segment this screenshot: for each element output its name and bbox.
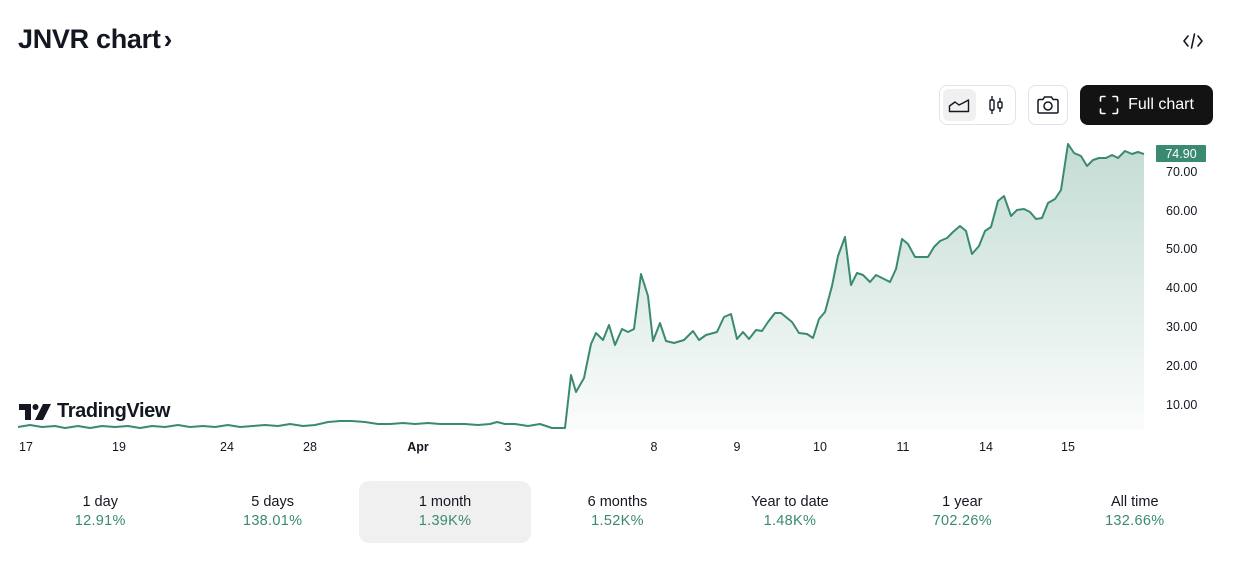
last-price-tag: 74.90: [1156, 145, 1206, 162]
candles-chart-icon: [989, 96, 1003, 114]
x-axis-tick: 14: [979, 440, 993, 454]
period-1-month[interactable]: 1 month 1.39K%: [358, 481, 532, 543]
x-axis-tick: 24: [220, 440, 234, 454]
camera-icon: [1037, 96, 1059, 114]
full-chart-button[interactable]: Full chart: [1080, 85, 1213, 125]
period-label: All time: [1110, 494, 1159, 510]
x-axis-tick: Apr: [407, 440, 429, 454]
chevron-right-icon: ›: [163, 24, 173, 54]
period-label: 6 months: [587, 494, 648, 510]
period-label: Year to date: [751, 494, 829, 510]
price-chart-area[interactable]: [0, 130, 1150, 435]
chart-title-link[interactable]: JNVR chart ›: [18, 24, 172, 55]
price-area-fill: [18, 144, 1144, 430]
x-axis-tick: 11: [896, 440, 910, 454]
period-5-days[interactable]: 5 days 138.01%: [186, 481, 358, 543]
candles-chart-button[interactable]: [980, 89, 1013, 121]
tradingview-logo[interactable]: TradingView: [19, 400, 170, 423]
embed-code-button[interactable]: [1176, 26, 1210, 56]
period-label: 5 days: [251, 494, 294, 510]
y-axis-tick: 10.00: [1166, 398, 1198, 412]
x-axis-tick: 17: [19, 440, 33, 454]
x-axis-tick: 9: [733, 440, 741, 454]
period-1-day[interactable]: 1 day 12.91%: [14, 481, 186, 543]
tradingview-wordmark: TradingView: [57, 400, 171, 422]
snapshot-button[interactable]: [1028, 85, 1068, 125]
period-return: 132.66%: [1105, 513, 1165, 529]
x-axis-tick: 10: [813, 440, 827, 454]
x-axis-tick: 19: [112, 440, 126, 454]
period-year-to-date[interactable]: Year to date 1.48K%: [704, 481, 876, 543]
period-label: 1 day: [82, 494, 118, 510]
y-axis-tick: 40.00: [1166, 281, 1198, 295]
y-axis-tick: 50.00: [1166, 242, 1198, 256]
area-chart-button[interactable]: [943, 89, 976, 121]
full-chart-label: Full chart: [1128, 96, 1194, 113]
period-1-year[interactable]: 1 year 702.26%: [876, 481, 1048, 543]
price-line: [17, 143, 1145, 429]
x-axis-tick: 8: [650, 440, 658, 454]
period-return: 138.01%: [242, 513, 303, 529]
period-label: 1 year: [942, 494, 983, 510]
y-axis-tick: 20.00: [1166, 359, 1198, 373]
period-return: 1.48K%: [763, 513, 817, 529]
period-selector: 1 day 12.91% 5 days 138.01% 1 month 1.39…: [14, 481, 1221, 543]
period-6-months[interactable]: 6 months 1.52K%: [531, 481, 703, 543]
x-axis-tick: 3: [504, 440, 512, 454]
x-axis-tick: 28: [303, 440, 317, 454]
period-return: 702.26%: [932, 513, 992, 529]
period-all-time[interactable]: All time 132.66%: [1049, 481, 1221, 543]
chart-type-toggle: [939, 85, 1016, 125]
y-axis-tick: 70.00: [1166, 165, 1198, 179]
y-axis-tick: 30.00: [1166, 320, 1198, 334]
period-return: 1.52K%: [591, 513, 644, 529]
tradingview-logo-icon: [19, 403, 51, 420]
y-axis-tick: 60.00: [1166, 204, 1198, 218]
x-axis-tick: 15: [1061, 440, 1075, 454]
fullscreen-icon: [1099, 95, 1119, 115]
period-label: 1 month: [418, 494, 472, 510]
chart-title: JNVR chart: [18, 24, 161, 54]
period-return: 1.39K%: [418, 513, 472, 529]
area-chart-icon: [949, 99, 970, 113]
code-icon: [1183, 33, 1203, 49]
period-return: 12.91%: [74, 513, 126, 529]
